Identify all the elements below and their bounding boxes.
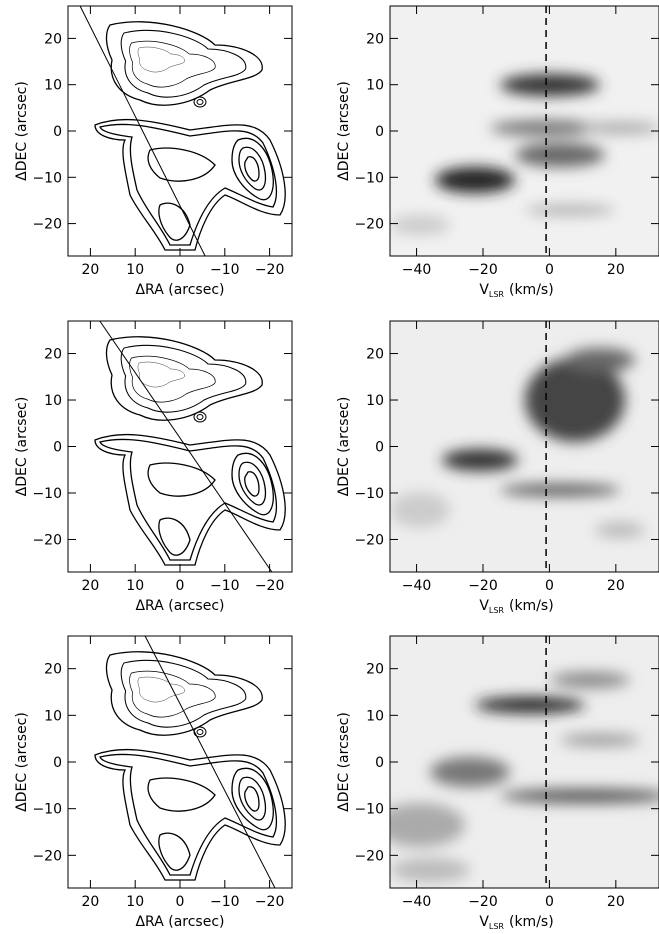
- x-tick-label: −20: [255, 262, 285, 278]
- x-tick-label: 0: [176, 262, 185, 278]
- plot-frame: [67, 635, 293, 889]
- plot-frame: [67, 320, 293, 573]
- x-axis-label: ΔRA (arcsec): [135, 282, 224, 298]
- y-tick-label: −20: [32, 532, 62, 548]
- y-tick-label: −10: [354, 802, 384, 818]
- x-tick-label: −40: [402, 262, 432, 278]
- y-tick-label: 20: [366, 31, 384, 47]
- x-axis-label-main: V: [479, 282, 489, 298]
- y-tick-label: −10: [354, 170, 384, 186]
- y-axis-label: ΔDEC (arcsec): [14, 81, 30, 181]
- plot-frame: [67, 5, 293, 257]
- y-tick-label: 20: [366, 347, 384, 363]
- y-tick-label: 20: [44, 31, 62, 47]
- y-axis-label: ΔDEC (arcsec): [336, 397, 352, 497]
- y-tick-label: −20: [32, 217, 62, 233]
- y-tick-label: 10: [44, 393, 62, 409]
- x-axis-label-sub: LSR: [489, 606, 505, 615]
- x-axis-label-main: V: [479, 914, 489, 930]
- x-tick-label: 20: [607, 578, 625, 594]
- y-tick-label: −10: [32, 170, 62, 186]
- contour-map: [94, 651, 286, 881]
- pv-image: [390, 321, 659, 572]
- y-axis-label: ΔDEC (arcsec): [336, 712, 352, 812]
- x-axis-label-unit: (km/s): [509, 282, 554, 298]
- x-tick-label: 10: [126, 578, 144, 594]
- x-axis-label: VLSR (km/s): [479, 282, 553, 299]
- y-tick-label: 0: [53, 755, 62, 771]
- slit-line: [144, 635, 276, 889]
- y-tick-label: 0: [375, 755, 384, 771]
- x-tick-label: 0: [176, 894, 185, 910]
- x-tick-label: −40: [402, 578, 432, 594]
- y-tick-label: −20: [354, 848, 384, 864]
- x-tick-label: −40: [402, 894, 432, 910]
- x-axis-label-unit: (km/s): [509, 598, 554, 614]
- x-tick-label: 10: [126, 262, 144, 278]
- x-tick-label: −10: [210, 578, 240, 594]
- pv-image: [390, 6, 659, 256]
- x-tick-label: −20: [255, 578, 285, 594]
- x-tick-label: 0: [545, 894, 554, 910]
- x-tick-label: −20: [468, 578, 498, 594]
- x-tick-label: 0: [545, 262, 554, 278]
- y-tick-label: −20: [354, 532, 384, 548]
- y-tick-label: 20: [44, 662, 62, 678]
- y-tick-label: 10: [366, 78, 384, 94]
- y-axis-label: ΔDEC (arcsec): [14, 712, 30, 812]
- y-axis-label: ΔDEC (arcsec): [336, 81, 352, 181]
- x-axis-label-sub: LSR: [489, 922, 505, 931]
- contour-map: [94, 21, 286, 251]
- y-tick-label: 0: [375, 124, 384, 140]
- x-axis-label: VLSR (km/s): [479, 914, 553, 931]
- slit-line: [99, 320, 273, 573]
- x-tick-label: 0: [545, 578, 554, 594]
- x-axis-label: ΔRA (arcsec): [135, 914, 224, 930]
- y-tick-label: −10: [32, 486, 62, 502]
- slit-line: [79, 5, 206, 257]
- y-tick-label: −20: [354, 217, 384, 233]
- x-tick-label: −20: [468, 894, 498, 910]
- y-tick-label: −20: [32, 848, 62, 864]
- y-tick-label: 10: [44, 78, 62, 94]
- x-tick-label: 20: [81, 894, 99, 910]
- x-tick-label: −20: [468, 262, 498, 278]
- y-tick-label: 0: [53, 124, 62, 140]
- y-tick-label: 0: [53, 440, 62, 456]
- x-tick-label: 20: [607, 894, 625, 910]
- x-tick-label: 20: [81, 578, 99, 594]
- x-tick-label: 0: [176, 578, 185, 594]
- x-tick-label: 20: [607, 262, 625, 278]
- y-tick-label: 0: [375, 440, 384, 456]
- y-tick-label: −10: [32, 802, 62, 818]
- y-tick-label: −10: [354, 486, 384, 502]
- x-axis-label-unit: (km/s): [509, 914, 554, 930]
- y-tick-label: 20: [366, 662, 384, 678]
- y-tick-label: 10: [366, 708, 384, 724]
- x-axis-label: VLSR (km/s): [479, 598, 553, 615]
- y-tick-label: 10: [44, 708, 62, 724]
- pv-image: [390, 636, 659, 888]
- y-axis-label: ΔDEC (arcsec): [14, 397, 30, 497]
- x-tick-label: 10: [126, 894, 144, 910]
- x-axis-label: ΔRA (arcsec): [135, 598, 224, 614]
- y-tick-label: 10: [366, 393, 384, 409]
- x-tick-label: −10: [210, 262, 240, 278]
- x-axis-label-sub: LSR: [489, 290, 505, 299]
- contour-map: [94, 336, 286, 566]
- x-tick-label: −20: [255, 894, 285, 910]
- x-tick-label: −10: [210, 894, 240, 910]
- x-axis-label-main: V: [479, 598, 489, 614]
- x-tick-label: 20: [81, 262, 99, 278]
- y-tick-label: 20: [44, 347, 62, 363]
